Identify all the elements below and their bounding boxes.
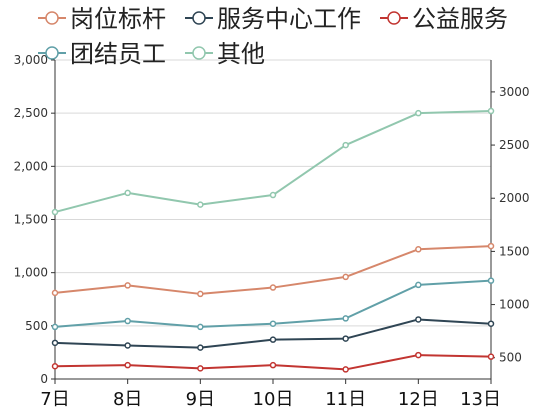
data-point[interactable]	[124, 342, 131, 349]
data-point[interactable]	[197, 323, 204, 331]
right-tick-label: 2500	[499, 138, 530, 152]
data-point[interactable]	[269, 191, 277, 199]
data-point[interactable]	[51, 339, 59, 347]
left-tick-label: 0	[40, 372, 48, 386]
legend-marker-icon	[192, 11, 206, 25]
data-point[interactable]	[342, 141, 349, 149]
x-tick-label: 7日	[40, 389, 69, 410]
right-tick-label: 2000	[499, 191, 530, 205]
x-tick-label: 9日	[186, 389, 215, 410]
legend-item-2[interactable]: 公益服务	[380, 5, 508, 33]
right-tick-label: 500	[499, 351, 522, 365]
legend-label: 岗位标杆	[70, 5, 166, 33]
data-point[interactable]	[269, 336, 277, 343]
data-point[interactable]	[342, 335, 349, 342]
data-point[interactable]	[415, 246, 422, 253]
data-point[interactable]	[197, 365, 204, 372]
x-tick-label: 10日	[253, 389, 294, 410]
data-point[interactable]	[51, 289, 59, 297]
x-tick-label: 11日	[325, 389, 366, 410]
legend-item-4[interactable]: 其他	[185, 40, 265, 68]
series-layer	[51, 107, 495, 373]
data-point[interactable]	[124, 189, 131, 197]
data-point[interactable]	[51, 362, 59, 370]
data-point[interactable]	[487, 242, 495, 250]
left-tick-label: 500	[25, 319, 48, 333]
data-point[interactable]	[487, 353, 495, 360]
legend-label: 团结员工	[70, 40, 166, 68]
data-point[interactable]	[124, 317, 131, 325]
data-point[interactable]	[197, 201, 204, 208]
data-point[interactable]	[197, 344, 204, 351]
data-point[interactable]	[269, 361, 277, 369]
left-tick-label: 2,000	[14, 159, 48, 173]
data-point[interactable]	[124, 282, 131, 289]
legend-label: 其他	[217, 40, 265, 68]
left-tick-label: 3,000	[14, 53, 48, 67]
right-tick-label: 1500	[499, 244, 530, 258]
legend-label: 服务中心工作	[217, 5, 361, 33]
legend-label: 公益服务	[412, 5, 508, 33]
data-point[interactable]	[487, 320, 495, 327]
left-tick-label: 1,500	[14, 213, 48, 227]
data-point[interactable]	[487, 107, 495, 115]
data-point[interactable]	[269, 284, 277, 291]
grid-layer	[55, 59, 491, 327]
data-point[interactable]	[415, 281, 422, 289]
data-point[interactable]	[342, 366, 349, 373]
data-point[interactable]	[197, 290, 204, 298]
legend-item-3[interactable]: 团结员工	[38, 40, 166, 68]
data-point[interactable]	[269, 320, 277, 327]
data-point[interactable]	[51, 323, 59, 331]
legend-item-0[interactable]: 岗位标杆	[38, 5, 166, 33]
data-point[interactable]	[415, 316, 422, 323]
left-tick-label: 1,000	[14, 266, 48, 280]
legend-marker-icon	[45, 11, 59, 25]
data-point[interactable]	[342, 273, 349, 281]
data-point[interactable]	[51, 208, 59, 216]
data-point[interactable]	[124, 361, 131, 369]
data-point[interactable]	[415, 109, 422, 117]
x-tick-label: 8日	[113, 389, 142, 410]
data-point[interactable]	[342, 315, 349, 322]
right-tick-label: 3000	[499, 85, 530, 99]
legend-marker-icon	[192, 46, 206, 60]
data-point[interactable]	[415, 351, 422, 359]
legend-marker-icon	[45, 46, 59, 60]
x-tick-label: 13日	[460, 389, 501, 410]
x-tick-label: 12日	[398, 389, 439, 410]
axis-layer: 0 500 1,000 1,500 2,000 2,500 3,000 500 1000 1500…	[14, 53, 530, 410]
data-point[interactable]	[487, 277, 495, 284]
legend-marker-icon	[387, 11, 401, 25]
left-tick-label: 2,500	[14, 106, 48, 120]
legend-item-1[interactable]: 服务中心工作	[185, 5, 361, 33]
right-tick-label: 1000	[499, 298, 530, 312]
